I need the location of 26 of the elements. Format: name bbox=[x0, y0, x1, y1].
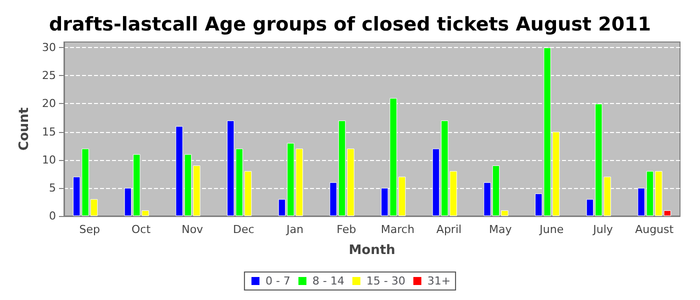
y-axis-title: Count bbox=[17, 107, 32, 151]
y-tick-label: 25 bbox=[42, 69, 56, 82]
x-tick-label: Jan bbox=[286, 223, 304, 236]
x-tick-label: August bbox=[635, 223, 674, 236]
x-tick-label: July bbox=[592, 223, 614, 236]
x-tick-label: Nov bbox=[182, 223, 204, 236]
x-tick-label: Feb bbox=[336, 223, 356, 236]
x-tick-label: June bbox=[538, 223, 564, 236]
y-tick-label: 10 bbox=[42, 153, 56, 166]
x-tick-label: Oct bbox=[131, 223, 152, 236]
x-tick-label: March bbox=[380, 223, 414, 236]
y-tick-label: 20 bbox=[42, 97, 56, 110]
x-axis-title: Month bbox=[348, 243, 396, 258]
x-tick-label: Sep bbox=[79, 223, 100, 236]
y-tick-label: 30 bbox=[42, 41, 56, 54]
y-tick-label: 0 bbox=[49, 210, 56, 222]
y-tick-label: 15 bbox=[42, 125, 56, 138]
y-tick-label: 5 bbox=[49, 181, 56, 194]
legend-label: 31+ bbox=[427, 274, 451, 288]
legend-label: 8 - 14 bbox=[312, 274, 344, 288]
x-tick-label: Dec bbox=[233, 223, 254, 236]
x-tick-label: May bbox=[488, 223, 512, 236]
chart-title: drafts-lastcall Age groups of closed tickets August 2011 bbox=[49, 14, 651, 36]
x-tick-label: April bbox=[436, 223, 462, 236]
legend-label: 15 - 30 bbox=[366, 274, 406, 288]
legend-label: 0 - 7 bbox=[265, 274, 290, 288]
